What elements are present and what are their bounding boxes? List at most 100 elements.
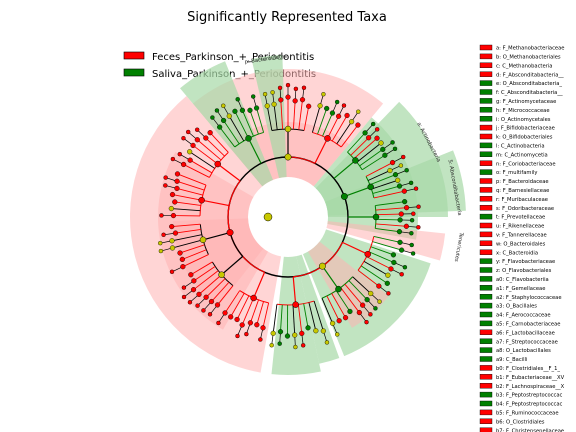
- leaf-node: [378, 140, 384, 146]
- class-node: [372, 213, 380, 221]
- key-swatch: [479, 365, 493, 371]
- key-swatch: [479, 374, 493, 380]
- tip-node: [409, 231, 414, 236]
- legend-swatch-feces: [123, 51, 145, 60]
- branch-line: [340, 287, 360, 313]
- branch-line: [172, 194, 202, 201]
- branch-line: [228, 115, 245, 142]
- legend-swatch-saliva: [123, 68, 145, 77]
- key-swatch: [479, 320, 493, 327]
- branch-line: [308, 302, 317, 331]
- leaf-node: [190, 287, 197, 293]
- key-label: n: F_Coriobacteriaceae: [496, 161, 556, 167]
- key-label: e: O_Absconditabacteria_: [496, 81, 562, 87]
- class-node: [199, 236, 207, 244]
- leaf-node: [403, 223, 409, 229]
- key-label: s: F_Odoribacteraceae: [496, 206, 554, 212]
- branch-line: [230, 293, 245, 318]
- leaf-node: [313, 328, 319, 334]
- tip-node: [235, 97, 240, 102]
- branch-line: [367, 170, 391, 181]
- leaf-node: [187, 157, 193, 163]
- branch-line: [375, 201, 405, 206]
- key-swatch: [479, 418, 493, 424]
- leaf-node: [329, 320, 336, 326]
- phylum-node: [226, 229, 234, 236]
- leaf-node: [368, 290, 374, 297]
- tip-node: [214, 108, 220, 113]
- tip-node: [163, 183, 168, 188]
- branch-line: [198, 274, 222, 295]
- branch-line: [224, 290, 241, 314]
- branch-line: [311, 105, 321, 133]
- tip-node: [413, 186, 419, 191]
- branch-line: [234, 111, 249, 139]
- branch-line: [273, 104, 278, 130]
- key-label: b0: F_Clostridiales__F_1_: [496, 366, 560, 372]
- tip-node: [277, 85, 283, 91]
- key-swatch: [479, 44, 493, 51]
- class-node: [214, 160, 221, 168]
- tip-node: [368, 312, 373, 317]
- leaf-node: [390, 252, 397, 258]
- leaf-node: [347, 308, 353, 315]
- leaf-node: [168, 205, 174, 212]
- tip-node: [409, 242, 414, 248]
- branch-line: [176, 180, 205, 191]
- branch-line: [375, 218, 401, 221]
- branch-line: [182, 254, 209, 268]
- tip-node: [181, 285, 187, 290]
- branch-line: [333, 159, 356, 179]
- leaf-node: [366, 135, 372, 141]
- tip-node: [277, 341, 282, 346]
- leaf-node: [260, 325, 266, 331]
- leaf-node: [172, 230, 179, 236]
- key-swatch: [479, 409, 493, 416]
- branch-line: [221, 255, 244, 276]
- tip-node: [158, 240, 163, 246]
- branch-line: [344, 186, 371, 198]
- branch-line: [372, 241, 402, 251]
- key-swatch: [479, 80, 493, 86]
- leaf-node: [222, 310, 228, 316]
- branch-line: [353, 137, 378, 160]
- key-swatch: [479, 124, 493, 131]
- leaf-node: [292, 98, 298, 104]
- branch-line: [359, 149, 384, 167]
- root-node: [263, 212, 273, 222]
- leaf-node: [270, 330, 276, 336]
- leaf-node: [360, 302, 366, 308]
- leaf-node: [196, 291, 202, 297]
- branch-line: [321, 265, 339, 290]
- branch-line: [361, 154, 386, 171]
- class-node: [335, 285, 342, 293]
- leaf-node: [362, 130, 368, 136]
- class-node: [364, 250, 372, 258]
- leaf-node: [169, 245, 176, 251]
- branch-arc: [227, 180, 241, 233]
- leaf-node: [285, 94, 291, 100]
- leaf-node: [384, 280, 390, 286]
- branch-line: [253, 271, 266, 299]
- tip-node: [324, 340, 330, 345]
- tip-node: [300, 343, 306, 348]
- branch-line: [348, 280, 368, 300]
- tip-node: [341, 103, 347, 108]
- key-label: k: O_Bifidobacteriales: [496, 135, 553, 141]
- key-label: b3: F_Peptostreptococcac: [496, 393, 563, 399]
- key-label: x: C_Bacteroidia: [496, 250, 538, 256]
- tip-node: [398, 163, 404, 168]
- tip-node: [185, 129, 191, 135]
- leaf-node: [203, 135, 209, 141]
- key-label: j: F_Bifidobacteriaceae: [495, 126, 555, 132]
- branch-line: [369, 174, 396, 186]
- branch-line: [356, 142, 382, 163]
- branch-line: [375, 228, 400, 233]
- branch-line: [303, 303, 309, 328]
- tip-node: [169, 269, 175, 274]
- key-swatch: [479, 329, 493, 335]
- leaf-node: [169, 238, 175, 244]
- leaf-node: [277, 329, 284, 335]
- branch-line: [217, 285, 234, 306]
- leaf-node: [247, 107, 253, 113]
